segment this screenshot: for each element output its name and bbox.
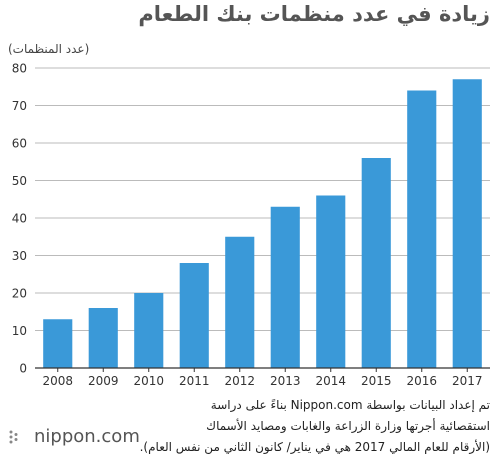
bar-2012 bbox=[225, 236, 255, 368]
footnote-line-1: تم إعداد البيانات بواسطة Nippon.com بناء… bbox=[210, 398, 490, 412]
y-tick-label: 60 bbox=[12, 137, 27, 151]
logo-text: nippon.com bbox=[34, 426, 140, 447]
y-tick-label: 80 bbox=[12, 62, 27, 76]
bar-chart: 0 10 20 30 40 50 60 70 80 2008 2009 2010 2011 2012 201… bbox=[12, 62, 490, 388]
nippon-logo: nippon.com bbox=[8, 426, 140, 447]
bar-2010 bbox=[134, 293, 164, 368]
x-tick-label: 2008 bbox=[42, 374, 73, 388]
x-tick-label: 2010 bbox=[133, 374, 164, 388]
x-tick-label: 2013 bbox=[270, 374, 301, 388]
bar-2017 bbox=[452, 79, 482, 368]
x-tick-label: 2011 bbox=[179, 374, 210, 388]
bar-2011 bbox=[179, 263, 209, 368]
page-title: زيادة في عدد منظمات بنك الطعام bbox=[138, 2, 490, 26]
x-tick-label: 2009 bbox=[88, 374, 119, 388]
y-tick-label: 30 bbox=[12, 249, 27, 263]
bar-2014 bbox=[316, 195, 346, 368]
footnote-line-2: استقصائية أجرتها وزارة الزراعة والغابات … bbox=[206, 419, 490, 433]
bar-2008 bbox=[43, 319, 73, 368]
bar-2015 bbox=[361, 158, 391, 368]
bar-2009 bbox=[88, 308, 118, 368]
footnote-line-3: (الأرقام للعام المالي 2017 هي في يناير/ … bbox=[139, 440, 490, 454]
y-tick-label: 70 bbox=[12, 99, 27, 113]
bar-2013 bbox=[270, 206, 300, 368]
x-tick-label: 2017 bbox=[452, 374, 483, 388]
y-tick-label: 0 bbox=[19, 362, 27, 376]
x-tick-label: 2016 bbox=[406, 374, 437, 388]
x-tick-label: 2015 bbox=[361, 374, 392, 388]
y-tick-label: 50 bbox=[12, 174, 27, 188]
y-tick-label: 20 bbox=[12, 287, 27, 301]
y-tick-label: 10 bbox=[12, 324, 27, 338]
bar-2016 bbox=[407, 90, 437, 368]
x-tick-label: 2012 bbox=[224, 374, 255, 388]
y-tick-label: 40 bbox=[12, 212, 27, 226]
source-footnote: تم إعداد البيانات بواسطة Nippon.com بناء… bbox=[139, 395, 490, 458]
x-tick-label: 2014 bbox=[315, 374, 346, 388]
y-axis-unit-label: (عدد المنظمات) bbox=[8, 42, 90, 56]
nippon-logo-icon bbox=[9, 430, 18, 443]
